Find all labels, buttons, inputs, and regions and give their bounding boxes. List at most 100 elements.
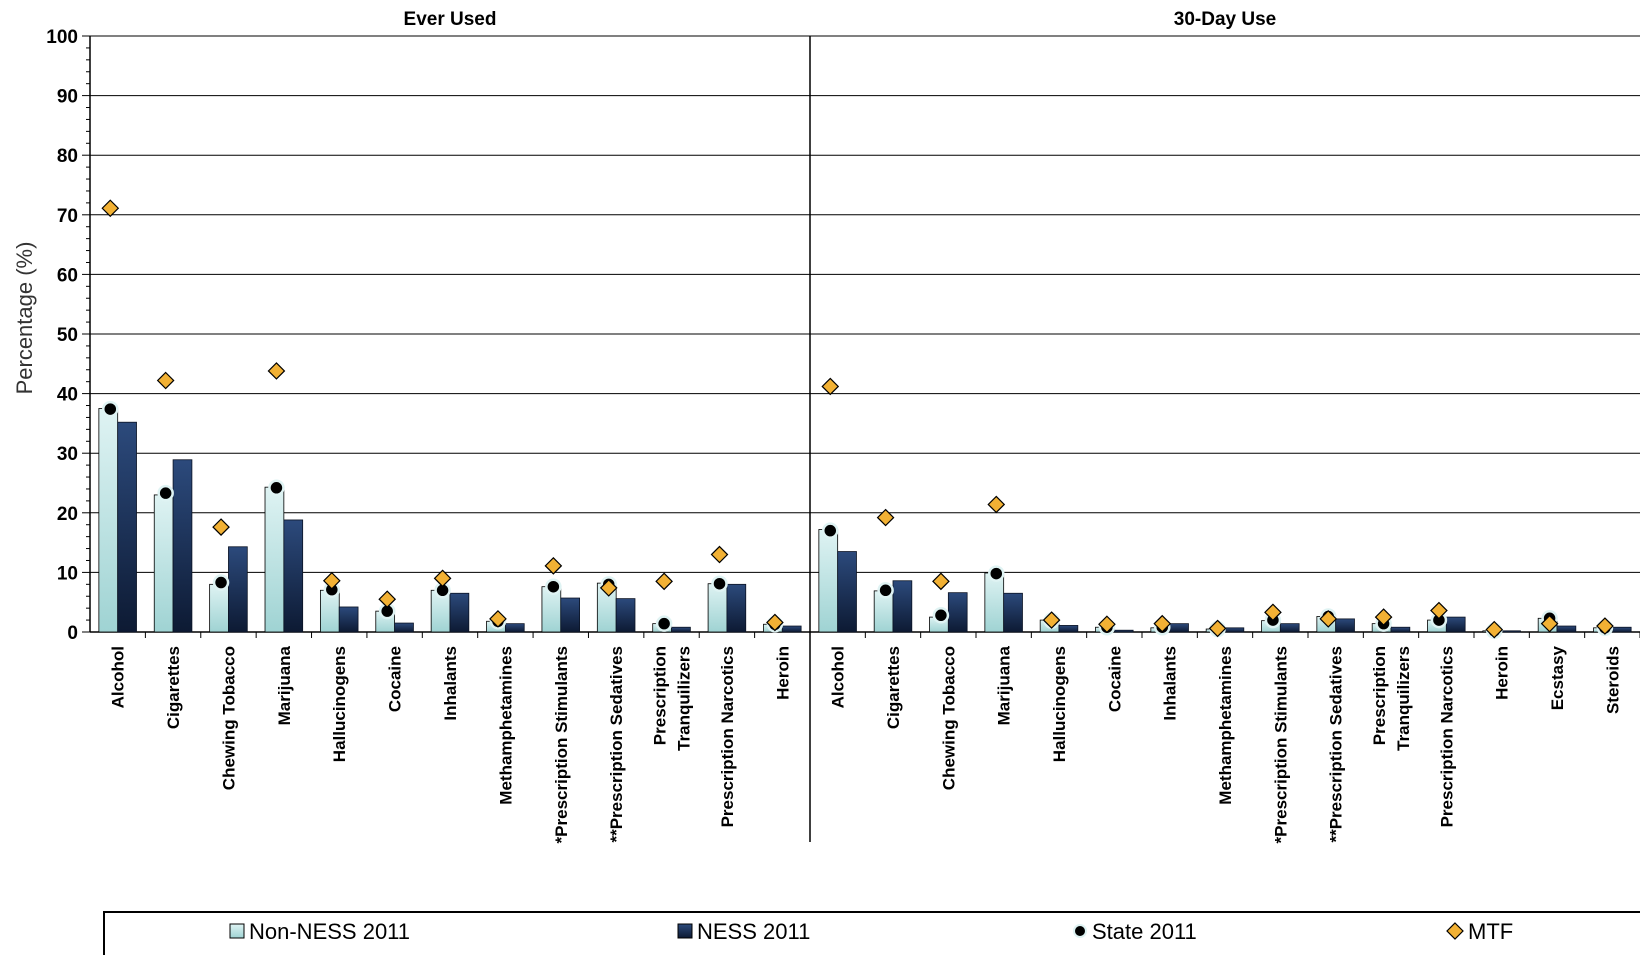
legend-item-mtf: MTF [1446,919,1513,944]
y-tick-label: 40 [57,385,78,406]
marker-mtf [1596,617,1614,635]
x-category-label-line: Ecstasy [1548,645,1567,710]
x-category-label: Heroin [1493,646,1512,700]
bar-non-ness [153,494,174,633]
x-category-label-line: Alcohol [109,646,128,708]
marker-mtf [987,495,1006,514]
bar-ness [1003,592,1023,633]
x-category-label: Alcohol [829,646,848,708]
x-category-label: Inhalants [441,646,460,721]
x-category-label-line: *Prescription Stimulants [552,646,571,843]
bar-ness [947,592,968,633]
x-category-label-line: Cigarettes [884,646,903,729]
marker-mtf [489,610,507,628]
legend-label-ness: NESS 2011 [697,919,810,944]
bar-non-ness [984,572,1005,633]
bar-ness [1611,626,1632,633]
y-tick-label: 80 [57,146,78,167]
x-category-label-line: Chewing Tobacco [219,646,238,790]
bar-ness [228,546,248,633]
legend-item-state: State 2011 [1073,919,1197,944]
marker-mtf [378,590,397,609]
marker-state [822,522,839,539]
marker-state [932,607,950,624]
bar-non-ness [818,529,839,633]
marker-mtf [1264,603,1282,622]
legend-label-mtf: MTF [1468,919,1513,944]
marker-mtf [876,508,895,527]
legend-label-state: State 2011 [1092,919,1197,944]
bar-ness [892,580,913,633]
legend-item-non-ness: Non-NESS 2011 [229,919,410,944]
legend-swatch-mtf [1446,922,1464,940]
marker-mtf [433,569,452,588]
marker-mtf [1374,608,1393,626]
y-tick-label: 70 [57,206,78,227]
bar-ness [338,606,359,633]
y-tick-label: 90 [57,87,78,108]
y-tick-label: 0 [67,623,78,644]
x-category-label-line: **Prescription Sedatives [1327,646,1346,843]
bar-ness [781,625,802,633]
x-category-label: Cigarettes [164,646,183,729]
x-category-label: Methamphetamines [496,646,515,805]
x-category-label: Marijuana [995,645,1014,725]
bar-non-ness [98,408,119,633]
x-category-label: Cocaine [1105,646,1124,712]
y-tick-label: 60 [57,265,78,286]
marker-state [711,575,728,592]
x-category-label-line: Marijuana [275,645,294,725]
x-category-label-line: Steroids [1603,646,1622,714]
gridlines [90,35,1640,573]
x-category-label: Chewing Tobacco [939,646,958,790]
bar-ness [172,459,193,633]
x-category-label-line: Prescription [651,646,670,745]
bar-ness [837,551,857,633]
y-tick-label: 10 [57,563,78,584]
x-category-label-line: Heroin [1493,646,1512,700]
x-category-label: Prescription Narcotics [718,646,737,827]
x-category-label-line: Chewing Tobacco [939,646,958,790]
x-category-label: **Prescription Sedatives [607,646,626,843]
legend: Non-NESS 2011 NESS 2011 State 2011 MTF [103,911,1640,955]
x-category-label: *Prescription Stimulants [552,646,571,843]
x-category-label: Inhalants [1161,646,1180,721]
bar-non-ness [264,486,285,633]
marker-mtf [267,362,286,380]
x-category-label: Prescription Narcotics [1437,646,1456,827]
marker-mtf [544,556,563,575]
marker-mtf [1540,614,1559,633]
legend-item-ness: NESS 2011 [677,919,810,944]
x-category-label-line: Prescription Narcotics [718,646,737,827]
x-category-label-line: Tranquilizers [675,646,694,751]
x-category-label: Prescription Tranquilizers [1370,646,1413,751]
x-category-label: *Prescription Stimulants [1271,646,1290,843]
marker-mtf [766,613,784,632]
labels: 0 10 20 30 40 50 60 70 80 90 100 Ever Used Alcohol Ci… [46,9,1622,843]
bar-ness [117,421,137,633]
x-category-label-line: Cocaine [386,646,405,712]
x-category-label: Cocaine [386,646,405,712]
x-category-label: Chewing Tobacco [219,646,238,790]
bar-ness [1501,630,1521,633]
bar-ness [1113,629,1134,633]
x-category-label: Marijuana [275,645,294,725]
bar-ness [1279,623,1300,633]
marker-mtf [322,571,341,590]
bar-ness [671,626,691,633]
marker-state [655,615,673,632]
bar-ness [449,592,470,633]
marker-mtf [1485,620,1504,639]
legend-swatch-state [1073,924,1087,938]
marker-mtf [1430,601,1448,620]
x-category-label-line: Prescription Narcotics [1437,646,1456,827]
x-category-label: **Prescription Sedatives [1327,646,1346,843]
bar-ness [726,583,747,633]
y-tick-label: 100 [46,27,78,48]
marker-mtf [1319,610,1338,628]
marker-mtf [655,572,673,591]
legend-label-non-ness: Non-NESS 2011 [249,919,410,944]
x-category-label: Heroin [773,646,792,700]
legend-frame [103,911,1640,955]
x-category-label-line: Inhalants [1161,646,1180,721]
